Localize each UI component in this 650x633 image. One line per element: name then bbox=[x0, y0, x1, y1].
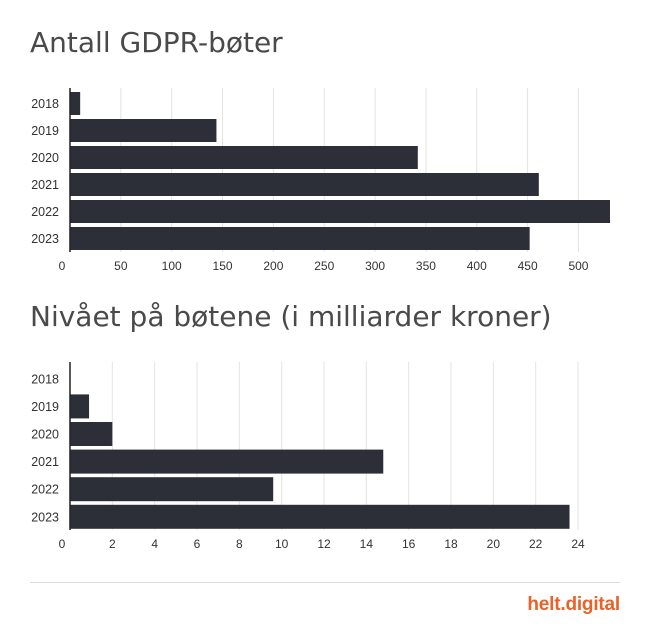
bar-chart-fines-count: 0 50 100 150 200 250 300 350 400 450 500 2018 2019 20… bbox=[31, 88, 610, 273]
bar bbox=[70, 449, 384, 474]
bar bbox=[70, 119, 217, 142]
bar bbox=[70, 146, 418, 169]
x-tick-label: 0 bbox=[59, 537, 66, 551]
x-tick-label: 8 bbox=[236, 537, 243, 551]
bar bbox=[70, 200, 610, 223]
y-category-label: 2020 bbox=[31, 151, 59, 165]
y-category-label: 2022 bbox=[31, 205, 59, 219]
x-tick-label: 100 bbox=[162, 259, 182, 273]
x-tick-label: 400 bbox=[467, 259, 487, 273]
x-tick-label: 24 bbox=[571, 537, 585, 551]
y-category-label: 2023 bbox=[31, 232, 59, 246]
x-tick-label: 350 bbox=[416, 259, 436, 273]
x-tick-label: 250 bbox=[314, 259, 334, 273]
y-category-label: 2019 bbox=[31, 400, 59, 414]
x-tick-label: 200 bbox=[263, 259, 283, 273]
x-tick-label: 6 bbox=[194, 537, 201, 551]
x-tick-label: 12 bbox=[317, 537, 331, 551]
x-tick-label: 14 bbox=[360, 537, 374, 551]
x-tick-label: 4 bbox=[151, 537, 158, 551]
bar bbox=[70, 477, 274, 502]
chart-title-fines-amount: Nivået på bøtene (i milliarder kroner) bbox=[30, 300, 552, 333]
bar bbox=[70, 92, 81, 115]
x-tick-label: 150 bbox=[213, 259, 233, 273]
bar-chart-fines-amount: 0 2 4 6 8 10 12 14 16 18 20 22 242018201920202021202… bbox=[31, 362, 585, 551]
x-tick-label: 22 bbox=[529, 537, 543, 551]
y-category-label: 2019 bbox=[31, 124, 59, 138]
y-category-label: 2021 bbox=[31, 455, 59, 469]
x-tick-label: 0 bbox=[59, 259, 66, 273]
brand-logo[interactable]: helt.digital bbox=[527, 594, 620, 615]
x-tick-label: 300 bbox=[365, 259, 385, 273]
footer-divider bbox=[30, 582, 620, 583]
y-category-label: 2018 bbox=[31, 372, 59, 386]
bar bbox=[70, 422, 113, 446]
bar bbox=[70, 504, 570, 529]
x-tick-label: 20 bbox=[487, 537, 501, 551]
bar bbox=[70, 394, 90, 419]
chart-title-fines-count: Antall GDPR-bøter bbox=[30, 26, 283, 59]
x-tick-label: 50 bbox=[114, 259, 128, 273]
bar bbox=[70, 173, 539, 196]
x-tick-label: 450 bbox=[518, 259, 538, 273]
y-category-label: 2023 bbox=[31, 510, 59, 524]
bar bbox=[70, 227, 530, 250]
x-tick-label: 500 bbox=[568, 259, 588, 273]
y-category-label: 2021 bbox=[31, 178, 59, 192]
x-tick-label: 10 bbox=[275, 537, 289, 551]
y-category-label: 2022 bbox=[31, 483, 59, 497]
x-tick-label: 18 bbox=[444, 537, 458, 551]
y-category-label: 2020 bbox=[31, 428, 59, 442]
y-category-label: 2018 bbox=[31, 97, 59, 111]
x-tick-label: 2 bbox=[109, 537, 116, 551]
x-tick-label: 16 bbox=[402, 537, 416, 551]
